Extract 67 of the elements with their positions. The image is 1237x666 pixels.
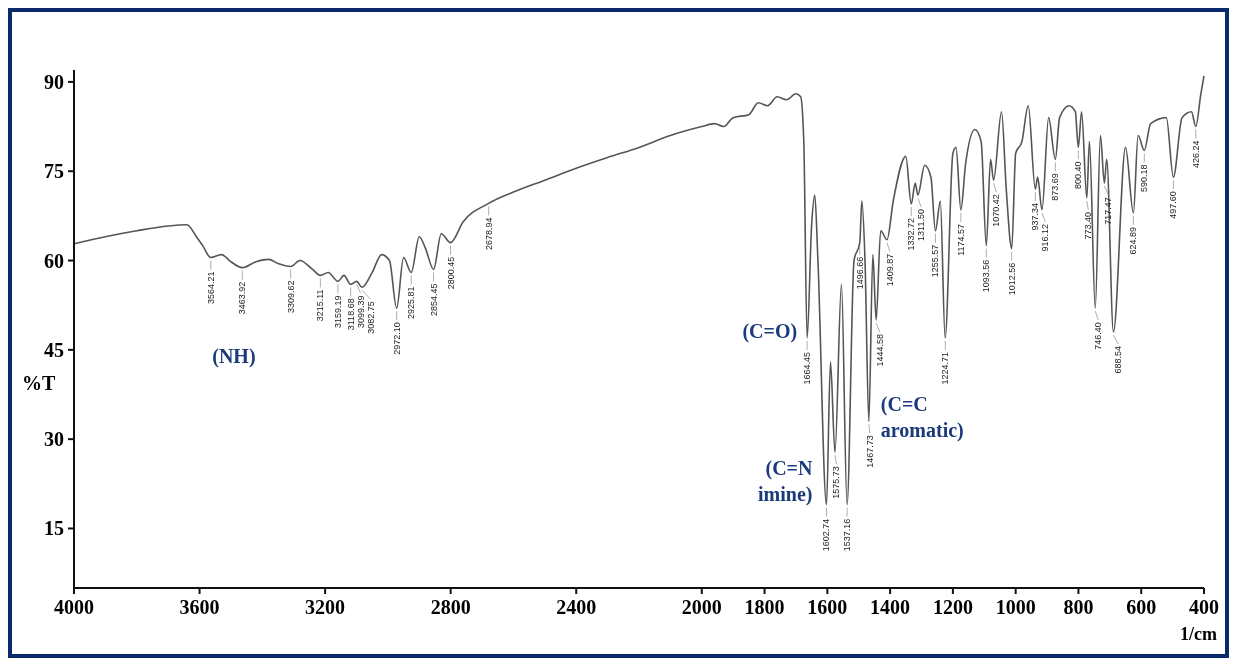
annotation: 717.47 xyxy=(1103,197,1114,225)
annotation: 3564.21 xyxy=(205,271,216,305)
annotation: 624.89 xyxy=(1128,226,1139,255)
x-tick-label: 3600 xyxy=(179,596,220,618)
annotation: 1174.57 xyxy=(955,223,966,256)
annotation: 2800.45 xyxy=(445,256,456,290)
y-axis-title: %T xyxy=(22,371,56,394)
x-tick-label: 600 xyxy=(1126,596,1157,618)
annotation: 1664.45 xyxy=(802,351,813,385)
annotation: 1224.71 xyxy=(940,351,951,385)
y-tick-label: 30 xyxy=(44,428,64,451)
annotation: 1070.42 xyxy=(991,194,1002,227)
annotation: (NH) xyxy=(212,344,256,368)
annotation: 1467.73 xyxy=(864,435,875,468)
y-tick-label: 90 xyxy=(44,70,64,93)
x-axis-title: 1/cm xyxy=(1180,624,1218,644)
x-tick-label: 4000 xyxy=(54,596,94,618)
y-tick-label: 15 xyxy=(44,517,64,540)
annotation: 1311.50 xyxy=(916,209,927,241)
y-tick-label: 60 xyxy=(44,249,64,272)
annotation: (C=C aromatic) xyxy=(880,393,964,443)
x-tick-label: 3200 xyxy=(305,596,346,618)
x-tick-label: 1000 xyxy=(995,596,1036,618)
annotation: 3082.75 xyxy=(365,301,376,334)
annotation: 426.24 xyxy=(1190,140,1201,169)
annotation: 2678.94 xyxy=(483,217,494,250)
annotation: 3099.39 xyxy=(355,295,366,328)
annotation: 3215.11 xyxy=(315,289,326,322)
annotation: 3159.19 xyxy=(332,295,343,328)
annotation: 1093.56 xyxy=(981,259,992,293)
x-tick-label: 800 xyxy=(1063,596,1094,618)
x-tick-label: 2400 xyxy=(556,596,597,618)
annotation: 1602.74 xyxy=(821,518,832,552)
annotation: 3118.68 xyxy=(345,298,356,331)
annotation: 2925.81 xyxy=(406,286,417,319)
annotation: 1496.66 xyxy=(854,256,865,290)
annotation: 800.40 xyxy=(1073,161,1084,189)
annotation: 1012.56 xyxy=(1006,262,1017,296)
annotation: 1409.87 xyxy=(884,253,895,287)
annotation: (C=O) xyxy=(742,319,798,343)
y-tick-label: 75 xyxy=(44,160,64,183)
annotation: 1537.16 xyxy=(842,518,853,552)
x-tick-label: 1200 xyxy=(932,596,973,618)
annotation: 873.69 xyxy=(1050,173,1061,201)
annotation: (C=N imine) xyxy=(758,456,814,506)
x-tick-label: 2800 xyxy=(430,596,471,618)
annotation: 2854.45 xyxy=(428,283,439,317)
annotation: 688.54 xyxy=(1113,345,1124,374)
annotation: 3463.92 xyxy=(237,281,248,315)
x-tick-label: 1400 xyxy=(870,596,911,618)
y-tick-label: 45 xyxy=(44,338,64,361)
annotation: 2972.10 xyxy=(391,322,402,355)
annotation: 773.40 xyxy=(1083,212,1094,240)
annotation: 497.60 xyxy=(1168,191,1179,219)
annotation: 937.34 xyxy=(1030,203,1041,231)
x-tick-label: 2000 xyxy=(681,596,722,618)
annotation: 1575.73 xyxy=(831,466,842,499)
annotation: 590.18 xyxy=(1139,164,1150,192)
annotation: 746.40 xyxy=(1093,322,1104,350)
annotation: 3309.62 xyxy=(285,280,296,314)
x-tick-label: 400 xyxy=(1189,596,1219,618)
annotation: 916.12 xyxy=(1040,223,1051,252)
annotation: 1255.57 xyxy=(930,244,941,278)
x-tick-label: 1600 xyxy=(807,596,848,618)
annotation: 1444.58 xyxy=(874,334,885,367)
x-tick-label: 1800 xyxy=(744,596,785,618)
annotation: 1332.72 xyxy=(906,217,917,251)
